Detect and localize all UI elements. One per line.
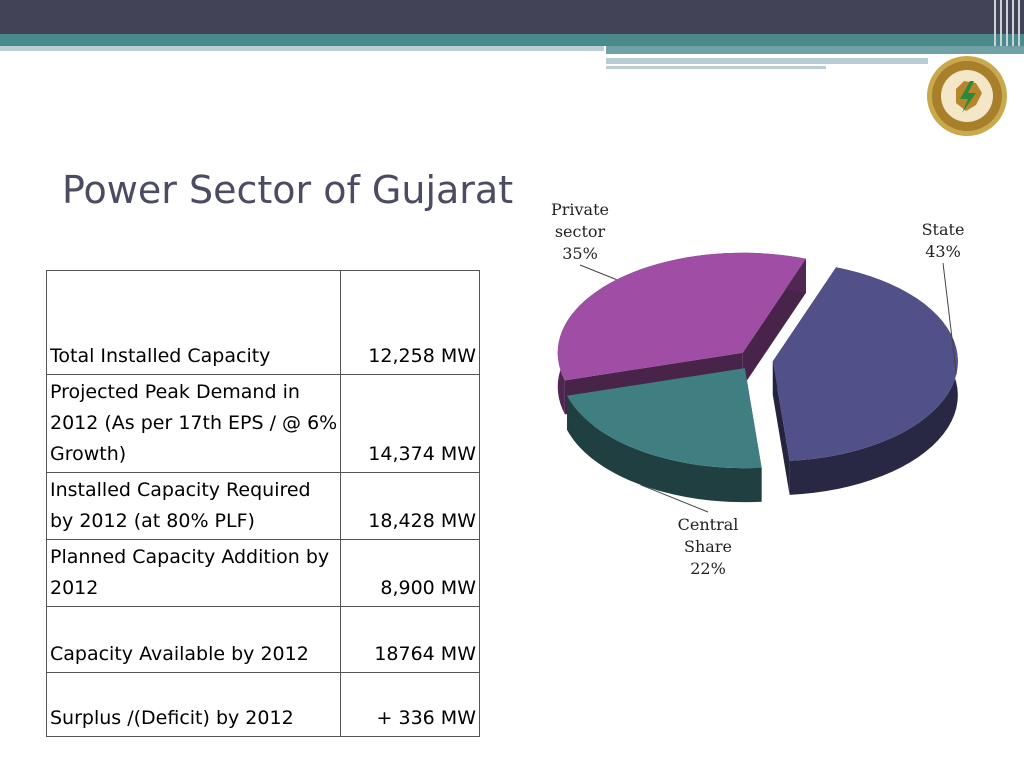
power-sector-table: Total Installed Capacity 12,258 MW Proje… <box>46 270 480 737</box>
table-cell-value: 8,900 MW <box>340 539 480 607</box>
header-accent-band <box>606 46 1024 54</box>
pie-slice <box>772 267 958 495</box>
table-cell-value: 12,258 MW <box>340 270 480 375</box>
logo <box>927 56 1007 136</box>
pie-leader-line <box>942 262 957 375</box>
header-vertical-stripes <box>990 0 1024 46</box>
table-cell-label: Surplus /(Deficit) by 2012 <box>46 672 341 737</box>
table-cell-value: + 336 MW <box>340 672 480 737</box>
table-row: Planned Capacity Addition by 2012 8,900 … <box>46 539 480 607</box>
table-row: Capacity Available by 2012 18764 MW <box>46 606 480 673</box>
pie-slice-side <box>566 395 762 503</box>
slide-title: Power Sector of Gujarat <box>62 168 514 212</box>
table-cell-value: 18764 MW <box>340 606 480 673</box>
table-row: Surplus /(Deficit) by 2012 + 336 MW <box>46 672 480 737</box>
header-bar-dark <box>0 0 1024 34</box>
table-cell-value: 18,428 MW <box>340 472 480 540</box>
header-accent-band-thin <box>606 66 826 69</box>
pie-slice-wall <box>772 361 790 495</box>
pie-slice-top <box>772 267 958 461</box>
table-cell-label: Planned Capacity Addition by 2012 <box>46 539 341 607</box>
table-cell-value: 14,374 MW <box>340 374 480 473</box>
pie-slice-top <box>566 368 762 469</box>
table-cell-label: Total Installed Capacity <box>46 270 341 375</box>
table-row: Projected Peak Demand in 2012 (As per 17… <box>46 374 480 473</box>
pie-data-label: State 43% <box>922 220 965 261</box>
header-bar-pale <box>0 46 604 51</box>
capacity-share-pie-chart: State 43% Central Share 22% Private sector 35% <box>551 200 965 578</box>
table-row: Total Installed Capacity 12,258 MW <box>46 270 480 375</box>
pie-data-label: Central Share 22% <box>678 515 739 578</box>
pie-leader-line <box>579 264 617 281</box>
header-bar-teal <box>0 34 1024 46</box>
pie-slice-top <box>557 252 806 381</box>
pie-data-label: Private sector 35% <box>551 200 609 263</box>
pie-slice <box>566 368 762 503</box>
table-cell-label: Installed Capacity Required by 2012 (at … <box>46 472 341 540</box>
table-cell-label: Capacity Available by 2012 <box>46 606 341 673</box>
table-cell-label: Projected Peak Demand in 2012 (As per 17… <box>46 374 341 473</box>
header-accent-band-light <box>606 58 928 64</box>
table-row: Installed Capacity Required by 2012 (at … <box>46 472 480 540</box>
pie-leader-line <box>640 484 709 513</box>
pie-slice-wall <box>742 258 806 387</box>
